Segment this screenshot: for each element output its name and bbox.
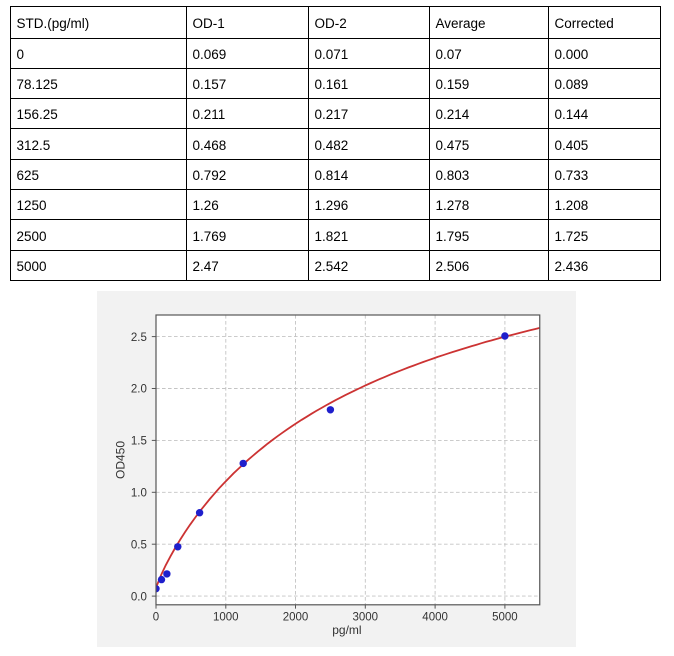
svg-text:1.5: 1.5 bbox=[131, 436, 147, 448]
svg-text:5000: 5000 bbox=[492, 611, 518, 623]
svg-text:2.0: 2.0 bbox=[131, 384, 147, 396]
svg-text:2.5: 2.5 bbox=[131, 332, 147, 344]
svg-text:3000: 3000 bbox=[353, 611, 379, 623]
svg-text:0.0: 0.0 bbox=[131, 591, 147, 603]
svg-text:0.5: 0.5 bbox=[131, 539, 147, 551]
svg-text:0: 0 bbox=[153, 611, 159, 623]
svg-text:1.0: 1.0 bbox=[131, 488, 147, 500]
svg-text:4000: 4000 bbox=[422, 611, 448, 623]
svg-text:pg/ml: pg/ml bbox=[332, 623, 361, 637]
svg-text:OD450: OD450 bbox=[114, 441, 128, 479]
svg-text:2000: 2000 bbox=[283, 611, 309, 623]
svg-text:1000: 1000 bbox=[213, 611, 239, 623]
